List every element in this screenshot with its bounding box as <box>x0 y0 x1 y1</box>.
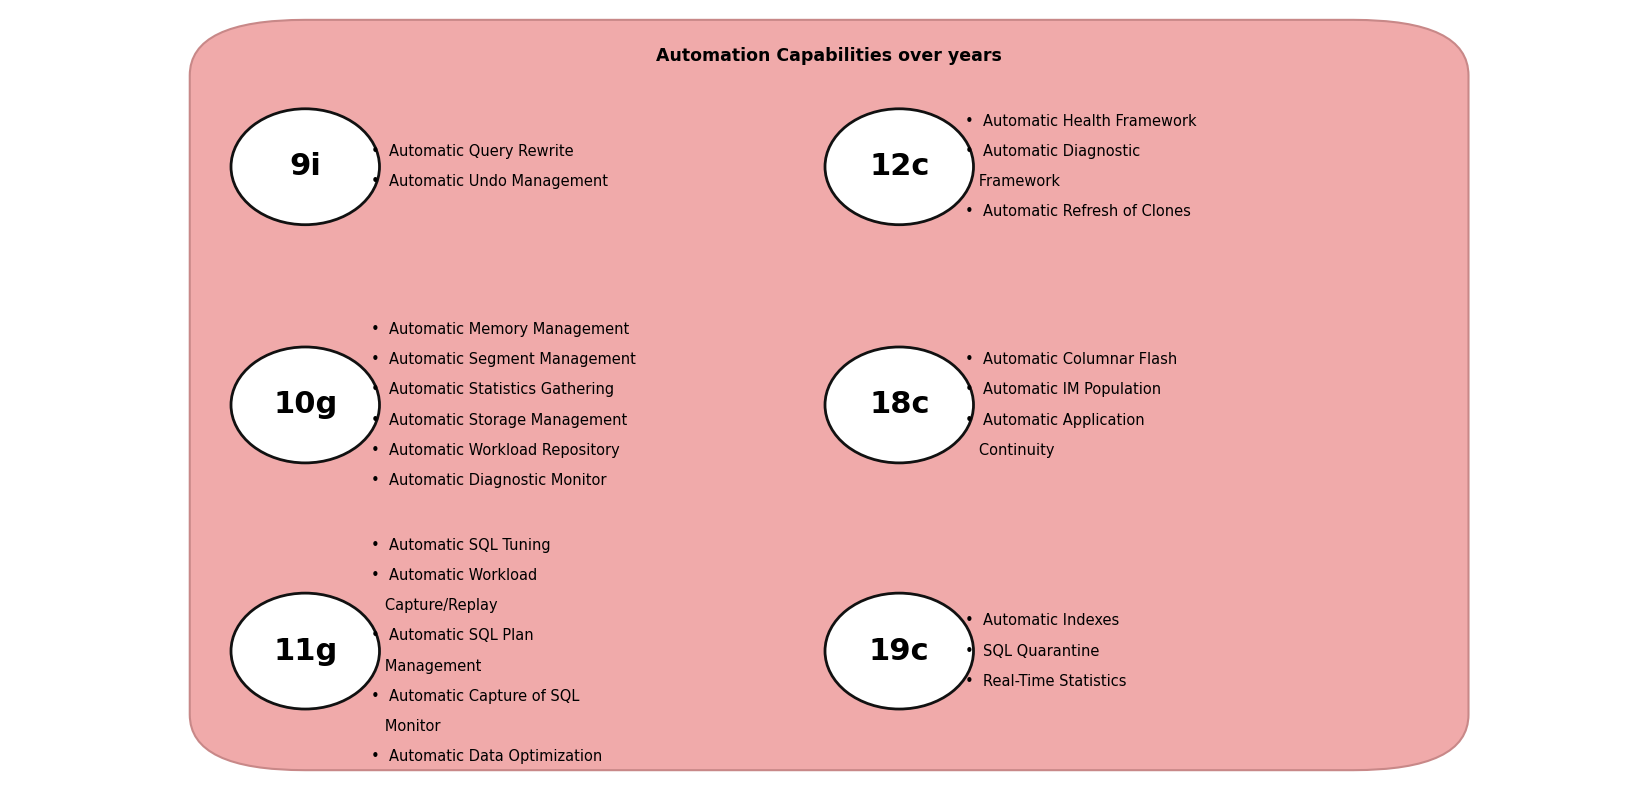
Text: 12c: 12c <box>870 152 929 181</box>
Text: •  SQL Quarantine: • SQL Quarantine <box>965 644 1099 658</box>
Text: •  Automatic SQL Plan: • Automatic SQL Plan <box>371 629 535 643</box>
Text: Automation Capabilities over years: Automation Capabilities over years <box>657 47 1002 64</box>
Text: 19c: 19c <box>870 637 929 665</box>
Text: •  Automatic Workload: • Automatic Workload <box>371 569 538 583</box>
Text: •  Real-Time Statistics: • Real-Time Statistics <box>965 674 1127 688</box>
Text: Management: Management <box>371 659 482 673</box>
Text: •  Automatic Query Rewrite: • Automatic Query Rewrite <box>371 145 574 159</box>
Ellipse shape <box>231 347 380 463</box>
Text: •  Automatic Segment Management: • Automatic Segment Management <box>371 353 637 367</box>
Text: •  Automatic Columnar Flash: • Automatic Columnar Flash <box>965 353 1178 367</box>
Ellipse shape <box>825 109 974 225</box>
Text: •  Automatic Indexes: • Automatic Indexes <box>965 614 1119 628</box>
Text: Continuity: Continuity <box>965 443 1054 457</box>
Text: •  Automatic IM Population: • Automatic IM Population <box>965 383 1162 397</box>
Text: Capture/Replay: Capture/Replay <box>371 599 498 613</box>
Text: •  Automatic Diagnostic Monitor: • Automatic Diagnostic Monitor <box>371 473 607 488</box>
Text: •  Automatic Data Optimization: • Automatic Data Optimization <box>371 750 602 764</box>
Text: •  Automatic Memory Management: • Automatic Memory Management <box>371 322 630 337</box>
Text: •  Automatic Statistics Gathering: • Automatic Statistics Gathering <box>371 383 614 397</box>
Ellipse shape <box>231 593 380 709</box>
Text: 9i: 9i <box>289 152 322 181</box>
Text: 18c: 18c <box>870 391 929 419</box>
Text: •  Automatic Workload Repository: • Automatic Workload Repository <box>371 443 620 457</box>
Text: Framework: Framework <box>965 175 1061 189</box>
Text: •  Automatic Application: • Automatic Application <box>965 413 1145 427</box>
Text: •  Automatic Refresh of Clones: • Automatic Refresh of Clones <box>965 205 1191 219</box>
Text: 11g: 11g <box>274 637 337 665</box>
Text: •  Automatic Diagnostic: • Automatic Diagnostic <box>965 145 1140 159</box>
Ellipse shape <box>825 347 974 463</box>
Text: •  Automatic Capture of SQL: • Automatic Capture of SQL <box>371 689 579 703</box>
Text: •  Automatic Health Framework: • Automatic Health Framework <box>965 114 1196 129</box>
FancyBboxPatch shape <box>190 20 1468 770</box>
Text: Monitor: Monitor <box>371 719 441 734</box>
Ellipse shape <box>231 109 380 225</box>
Text: •  Automatic Undo Management: • Automatic Undo Management <box>371 175 609 189</box>
Text: •  Automatic Storage Management: • Automatic Storage Management <box>371 413 627 427</box>
Text: 10g: 10g <box>274 391 337 419</box>
Ellipse shape <box>825 593 974 709</box>
Text: •  Automatic SQL Tuning: • Automatic SQL Tuning <box>371 538 551 553</box>
